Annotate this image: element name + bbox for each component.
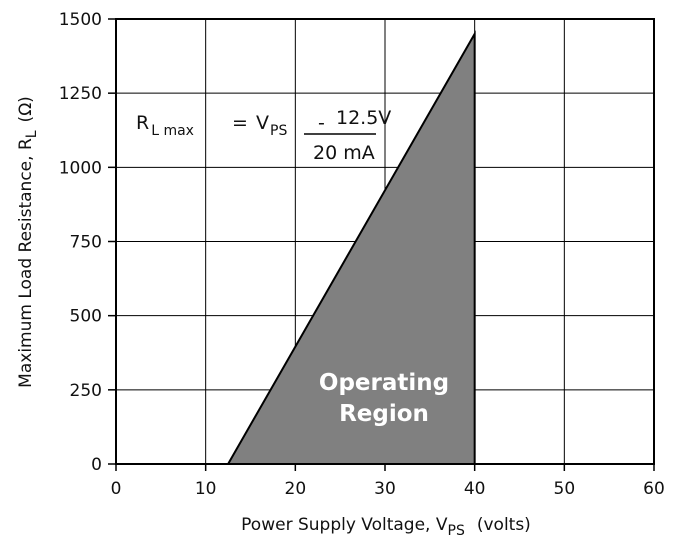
x-axis-title: Power Supply Voltage, VPS (volts) — [241, 515, 531, 538]
formula-equals: = — [232, 112, 248, 134]
y-tick-label: 250 — [70, 381, 102, 401]
x-tick-label: 50 — [554, 479, 576, 499]
formula-minus: - — [318, 112, 325, 134]
x-tick-label: 10 — [195, 479, 217, 499]
formula-denominator: 20 mA — [313, 142, 375, 164]
y-tick-label: 500 — [70, 307, 102, 327]
x-tick-label: 30 — [374, 479, 396, 499]
operating-region-area — [226, 30, 476, 465]
formula-vps: VPS — [256, 112, 287, 139]
y-axis-title: Maximum Load Resistance, RL(Ω) — [16, 96, 40, 388]
axis-ticks: 0 10 20 30 40 50 60 0 250 500 750 1000 1250 1500 — [59, 10, 665, 499]
y-tick-label: 1500 — [59, 10, 102, 30]
x-tick-label: 40 — [464, 479, 486, 499]
y-tick-label: 750 — [70, 233, 102, 253]
region-label-line2: Region — [339, 401, 429, 427]
region-label-line1: Operating — [319, 370, 449, 396]
x-tick-label: 20 — [285, 479, 307, 499]
x-tick-label: 60 — [643, 479, 665, 499]
x-tick-label: 0 — [111, 479, 122, 499]
y-tick-label: 0 — [91, 455, 102, 475]
y-tick-label: 1250 — [59, 84, 102, 104]
y-tick-label: 1000 — [59, 158, 102, 178]
formula-numerator: 12.5V — [336, 107, 391, 129]
